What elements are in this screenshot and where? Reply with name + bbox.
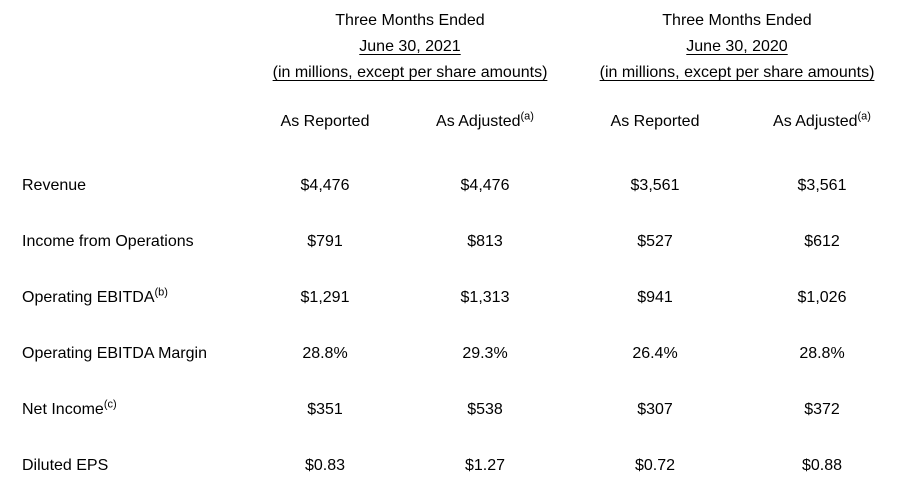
period-units-note: (in millions, except per share amounts) [272,64,548,81]
column-header-as-adjusted-2020: As Adjusted(a) [740,110,904,131]
row-label-text: Operating EBITDA Margin [22,345,207,362]
row-label-text: Net Income [22,401,104,418]
column-header-label: As Reported [610,113,700,130]
cell-value: $1,291 [300,289,350,306]
cell-value: $941 [637,289,673,306]
column-header-label: As Reported [280,113,370,130]
table-row-revenue: Revenue $4,476 $4,476 $3,561 $3,561 [0,158,924,214]
period-headers: Three Months Ended June 30, 2021 (in mil… [0,0,924,86]
period-date: June 30, 2021 [359,38,461,55]
row-label: Net Income(c) [0,398,250,419]
column-header-as-adjusted-2021: As Adjusted(a) [400,110,570,131]
cell-value: $0.83 [304,457,346,474]
cell-value: $1.27 [464,457,506,474]
cell-value: $372 [804,401,840,418]
cell-value: $351 [307,401,343,418]
cell-value: 28.8% [302,345,348,362]
period-units-note: (in millions, except per share amounts) [599,64,875,81]
period-header-2021: Three Months Ended June 30, 2021 (in mil… [250,8,570,86]
cell-value: $791 [307,233,343,250]
row-label: Operating EBITDA Margin [0,345,250,363]
cell-value: $0.72 [634,457,676,474]
footnote-ref-b: (b) [154,286,168,299]
row-label: Revenue [0,177,250,195]
cell-value: 28.8% [799,345,845,362]
row-label: Diluted EPS [0,457,250,475]
period-title: Three Months Ended [662,12,812,29]
column-header-label: As Adjusted [436,113,521,130]
table-row-income-from-operations: Income from Operations $791 $813 $527 $6… [0,214,924,270]
spacer [0,8,250,86]
cell-value: $1,026 [797,289,847,306]
cell-value: $4,476 [300,177,350,194]
row-label: Income from Operations [0,233,250,251]
cell-value: $527 [637,233,673,250]
footnote-ref-c: (c) [103,398,117,411]
footnote-ref-a: (a) [857,110,871,123]
footnote-ref-a: (a) [520,110,534,123]
column-header-as-reported-2020: As Reported [570,113,740,131]
cell-value: $813 [467,233,503,250]
cell-value: $3,561 [797,177,847,194]
row-label-text: Diluted EPS [22,457,109,474]
column-header-label: As Adjusted [773,113,858,130]
cell-value: $4,476 [460,177,510,194]
period-date: June 30, 2020 [686,38,788,55]
cell-value: $3,561 [630,177,680,194]
table-row-operating-ebitda: Operating EBITDA(b) $1,291 $1,313 $941 $… [0,270,924,326]
row-label: Operating EBITDA(b) [0,286,250,307]
cell-value: 29.3% [462,345,508,362]
cell-value: $538 [467,401,503,418]
table-row-diluted-eps: Diluted EPS $0.83 $1.27 $0.72 $0.88 [0,438,924,494]
column-header-as-reported-2021: As Reported [250,113,400,131]
cell-value: $612 [804,233,840,250]
table-row-net-income: Net Income(c) $351 $538 $307 $372 [0,382,924,438]
period-header-2020: Three Months Ended June 30, 2020 (in mil… [570,8,904,86]
row-label-text: Income from Operations [22,233,194,250]
cell-value: $1,313 [460,289,510,306]
cell-value: $307 [637,401,673,418]
period-title: Three Months Ended [335,12,485,29]
row-label-text: Operating EBITDA [22,289,155,306]
table-row-operating-ebitda-margin: Operating EBITDA Margin 28.8% 29.3% 26.4… [0,326,924,382]
row-label-text: Revenue [22,177,87,194]
cell-value: $0.88 [801,457,843,474]
cell-value: 26.4% [632,345,678,362]
column-headers-row: As Reported As Adjusted(a) As Reported A… [0,86,924,158]
